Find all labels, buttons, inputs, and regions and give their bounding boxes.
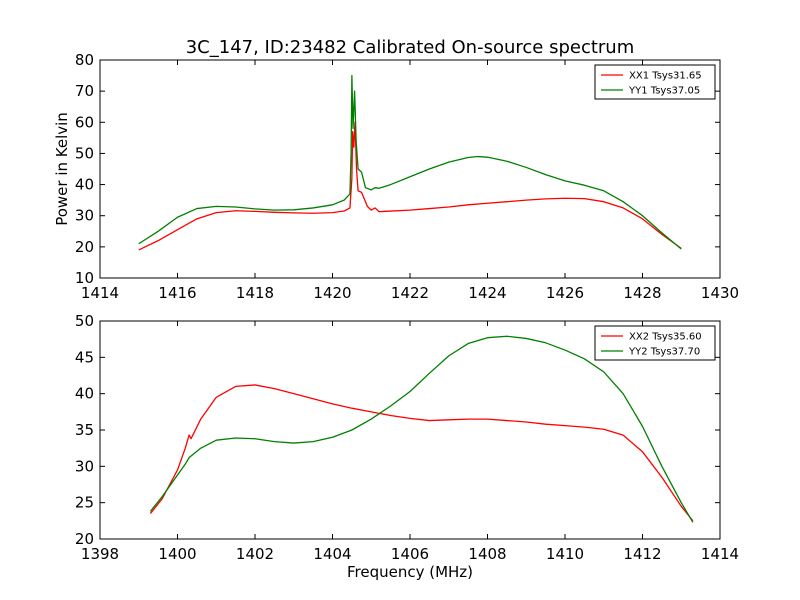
top-spectrum-panel: 1414 1416 1418 1420 1422 1424 1426 1428 1430 10 20… bbox=[75, 51, 739, 302]
bottom-x-tick-label: 1402 bbox=[236, 545, 274, 563]
bottom-series-line-1 bbox=[149, 384, 694, 522]
top-y-tick-label: 60 bbox=[75, 113, 94, 131]
bottom-x-tick-label: 1408 bbox=[468, 545, 506, 563]
bottom-legend-label-2: YY2 Tsys37.70 bbox=[628, 347, 700, 358]
top-y-tick-label: 20 bbox=[75, 238, 94, 256]
top-y-tick-label: 30 bbox=[75, 207, 94, 225]
top-y-tick-label: 70 bbox=[75, 82, 94, 100]
bottom-y-tick-label: 35 bbox=[75, 421, 94, 439]
bottom-x-tick-label: 1410 bbox=[546, 545, 584, 563]
bottom-y-tick-label: 50 bbox=[75, 312, 94, 330]
bottom-y-tick-label: 45 bbox=[75, 348, 94, 366]
bottom-y-tick-label: 30 bbox=[75, 457, 94, 475]
bottom-x-tick-label: 1412 bbox=[623, 545, 661, 563]
top-legend-label-2: YY1 Tsys37.05 bbox=[628, 86, 700, 97]
top-x-tick-label: 1416 bbox=[158, 284, 196, 302]
top-y-tick-label: 50 bbox=[75, 144, 94, 162]
top-x-tick-label: 1424 bbox=[468, 284, 506, 302]
bottom-series-line-2 bbox=[149, 335, 694, 523]
bottom-x-tick-label: 1400 bbox=[158, 545, 196, 563]
x-axis-label: Frequency (MHz) bbox=[347, 563, 473, 581]
bottom-y-tick-label: 25 bbox=[75, 494, 94, 512]
bottom-y-tick-label: 20 bbox=[75, 530, 94, 548]
bottom-x-tick-label: 1398 bbox=[81, 545, 119, 563]
top-panel-y-axis-label: Power in Kelvin bbox=[53, 112, 71, 226]
top-legend-label-1: XX1 Tsys31.65 bbox=[629, 71, 702, 82]
top-series-line-1 bbox=[138, 121, 682, 251]
bottom-y-tick-label: 40 bbox=[75, 385, 94, 403]
top-x-tick-label: 1426 bbox=[546, 284, 584, 302]
bottom-legend-label-1: XX2 Tsys35.60 bbox=[629, 332, 702, 343]
top-x-tick-label: 1430 bbox=[701, 284, 739, 302]
bottom-spectrum-panel: 1398 1400 1402 1404 1406 1408 1410 1412 1414 20 25… bbox=[75, 312, 739, 563]
top-series-line-2 bbox=[138, 74, 682, 250]
bottom-x-tick-label: 1404 bbox=[313, 545, 351, 563]
top-x-tick-label: 1420 bbox=[313, 284, 351, 302]
top-y-tick-label: 10 bbox=[75, 269, 94, 287]
figure-title: 3C_147, ID:23482 Calibrated On-source sp… bbox=[186, 37, 635, 58]
top-x-tick-label: 1428 bbox=[623, 284, 661, 302]
top-y-tick-label: 80 bbox=[75, 51, 94, 69]
top-y-tick-label: 40 bbox=[75, 176, 94, 194]
top-legend-box bbox=[594, 64, 716, 100]
bottom-legend-box bbox=[594, 325, 716, 361]
top-x-tick-label: 1418 bbox=[236, 284, 274, 302]
bottom-x-tick-label: 1406 bbox=[391, 545, 429, 563]
bottom-x-tick-label: 1414 bbox=[701, 545, 739, 563]
top-x-tick-label: 1414 bbox=[81, 284, 119, 302]
top-x-tick-label: 1422 bbox=[391, 284, 429, 302]
